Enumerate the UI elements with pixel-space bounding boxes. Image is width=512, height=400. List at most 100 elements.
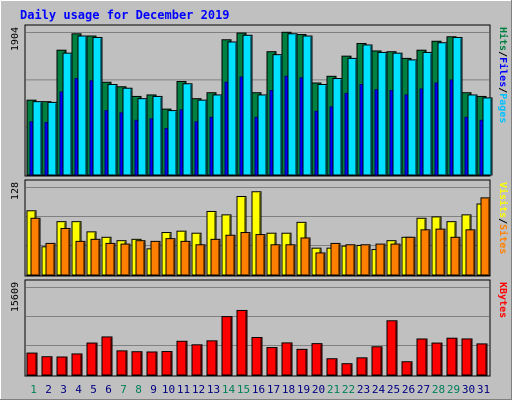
bar-sites-6 <box>105 242 116 276</box>
panel-max-label-hits: 1904 <box>10 27 21 51</box>
bar-pages-3 <box>62 52 73 176</box>
x-tick-label-18: 18 <box>282 383 295 396</box>
bar-shade-pages-27 <box>430 53 432 174</box>
bar-kbytes-18 <box>281 342 293 376</box>
bar-shade-kbytes-6 <box>110 337 112 374</box>
bar-pages-15 <box>242 34 253 176</box>
bar-shade-pages-20 <box>325 85 327 174</box>
bar-shade-pages-22 <box>355 59 357 174</box>
bar-shade-sites-16 <box>263 235 265 274</box>
bar-shade-pages-5 <box>100 38 102 174</box>
bar-kbytes-22 <box>341 363 353 376</box>
x-tick-label-25: 25 <box>387 383 400 396</box>
bar-sites-11 <box>180 240 191 276</box>
bar-sites-23 <box>360 244 371 276</box>
bar-sites-2 <box>45 242 56 276</box>
bar-pages-27 <box>422 51 433 176</box>
bar-pages-24 <box>377 51 388 176</box>
bar-shade-kbytes-14 <box>230 317 232 374</box>
legend-label-hits: Hits <box>497 27 509 51</box>
bar-kbytes-27 <box>416 338 428 376</box>
bar-shade-kbytes-3 <box>65 358 67 374</box>
panel-legend-kbytes: KBytes <box>497 282 508 318</box>
bar-sites-29 <box>450 236 461 276</box>
bar-kbytes-14 <box>221 316 233 376</box>
x-axis-labels: 1 2 3 4 5 6 7 8 9 10 11 12 13 14 15 16 17 18 19 20 21 22 23 24 2… <box>30 383 490 396</box>
x-tick-label-22: 22 <box>342 383 355 396</box>
bar-shade-kbytes-26 <box>410 362 412 374</box>
bar-shade-sites-1 <box>38 219 40 274</box>
legend-separator: / <box>497 87 508 93</box>
bar-kbytes-23 <box>356 357 368 376</box>
bar-pages-18 <box>287 33 298 176</box>
bar-shade-pages-13 <box>220 95 222 174</box>
bar-kbytes-21 <box>326 358 338 376</box>
bar-shade-pages-6 <box>115 85 117 174</box>
panel-legend-hits: Hits/Files/Pages <box>497 27 509 123</box>
bar-sites-1 <box>30 217 41 276</box>
bar-shade-sites-12 <box>203 245 205 274</box>
bar-shade-kbytes-12 <box>200 345 202 374</box>
bar-sites-24 <box>375 243 386 276</box>
bar-sites-17 <box>270 244 281 276</box>
bar-sites-9 <box>150 240 161 276</box>
x-tick-label-17: 17 <box>267 383 280 396</box>
bar-shade-kbytes-9 <box>155 352 157 374</box>
bar-shade-pages-21 <box>340 79 342 174</box>
x-tick-label-19: 19 <box>297 383 310 396</box>
bar-kbytes-7 <box>116 350 128 376</box>
bar-shade-sites-30 <box>473 230 475 274</box>
bar-shade-sites-27 <box>428 230 430 274</box>
bar-shade-kbytes-31 <box>485 344 487 374</box>
bar-shade-kbytes-29 <box>455 339 457 374</box>
panel-max-label-visits: 128 <box>10 182 21 200</box>
x-tick-label-27: 27 <box>417 383 430 396</box>
bar-kbytes-28 <box>431 342 443 376</box>
bar-shade-sites-13 <box>218 240 220 274</box>
x-tick-label-4: 4 <box>75 383 82 396</box>
bar-pages-8 <box>137 98 148 176</box>
bar-shade-kbytes-18 <box>290 343 292 374</box>
bar-sites-22 <box>345 244 356 276</box>
bar-kbytes-20 <box>311 343 323 376</box>
bar-shade-kbytes-15 <box>245 311 247 374</box>
bar-shade-sites-18 <box>293 245 295 274</box>
panel-legend-visits: Visits/Sites <box>497 182 509 254</box>
legend-label-sites: Sites <box>497 224 509 254</box>
x-tick-label-9: 9 <box>150 383 157 396</box>
legend-label-pages: Pages <box>497 93 508 123</box>
bar-kbytes-5 <box>86 342 98 376</box>
bar-shade-sites-7 <box>128 245 130 274</box>
bar-kbytes-9 <box>146 351 158 376</box>
bar-kbytes-1 <box>26 352 38 376</box>
legend-label-kbytes: KBytes <box>497 282 508 318</box>
bar-shade-pages-17 <box>280 55 282 174</box>
bar-sites-3 <box>60 227 71 276</box>
bar-sites-14 <box>225 234 236 276</box>
bar-pages-6 <box>107 84 118 176</box>
bar-shade-kbytes-7 <box>125 351 127 374</box>
legend-label-files: Files <box>497 57 509 87</box>
bar-kbytes-31 <box>476 343 488 376</box>
bar-shade-kbytes-20 <box>320 344 322 374</box>
bar-shade-pages-19 <box>310 37 312 174</box>
bar-kbytes-8 <box>131 351 143 376</box>
bar-shade-kbytes-19 <box>305 350 307 374</box>
bar-shade-pages-16 <box>265 95 267 174</box>
bar-shade-kbytes-11 <box>185 342 187 374</box>
x-tick-label-30: 30 <box>462 383 475 396</box>
bar-shade-sites-31 <box>488 198 490 274</box>
bar-kbytes-29 <box>446 337 458 376</box>
bar-sites-8 <box>135 240 146 276</box>
bar-shade-pages-23 <box>370 45 372 174</box>
series-sites <box>30 197 491 276</box>
bar-shade-pages-29 <box>460 38 462 174</box>
bar-shade-kbytes-23 <box>365 358 367 374</box>
x-tick-label-24: 24 <box>372 383 386 396</box>
bar-shade-sites-29 <box>458 238 460 274</box>
series-pages <box>32 33 493 176</box>
bar-shade-kbytes-8 <box>140 352 142 374</box>
bar-sites-12 <box>195 244 206 276</box>
